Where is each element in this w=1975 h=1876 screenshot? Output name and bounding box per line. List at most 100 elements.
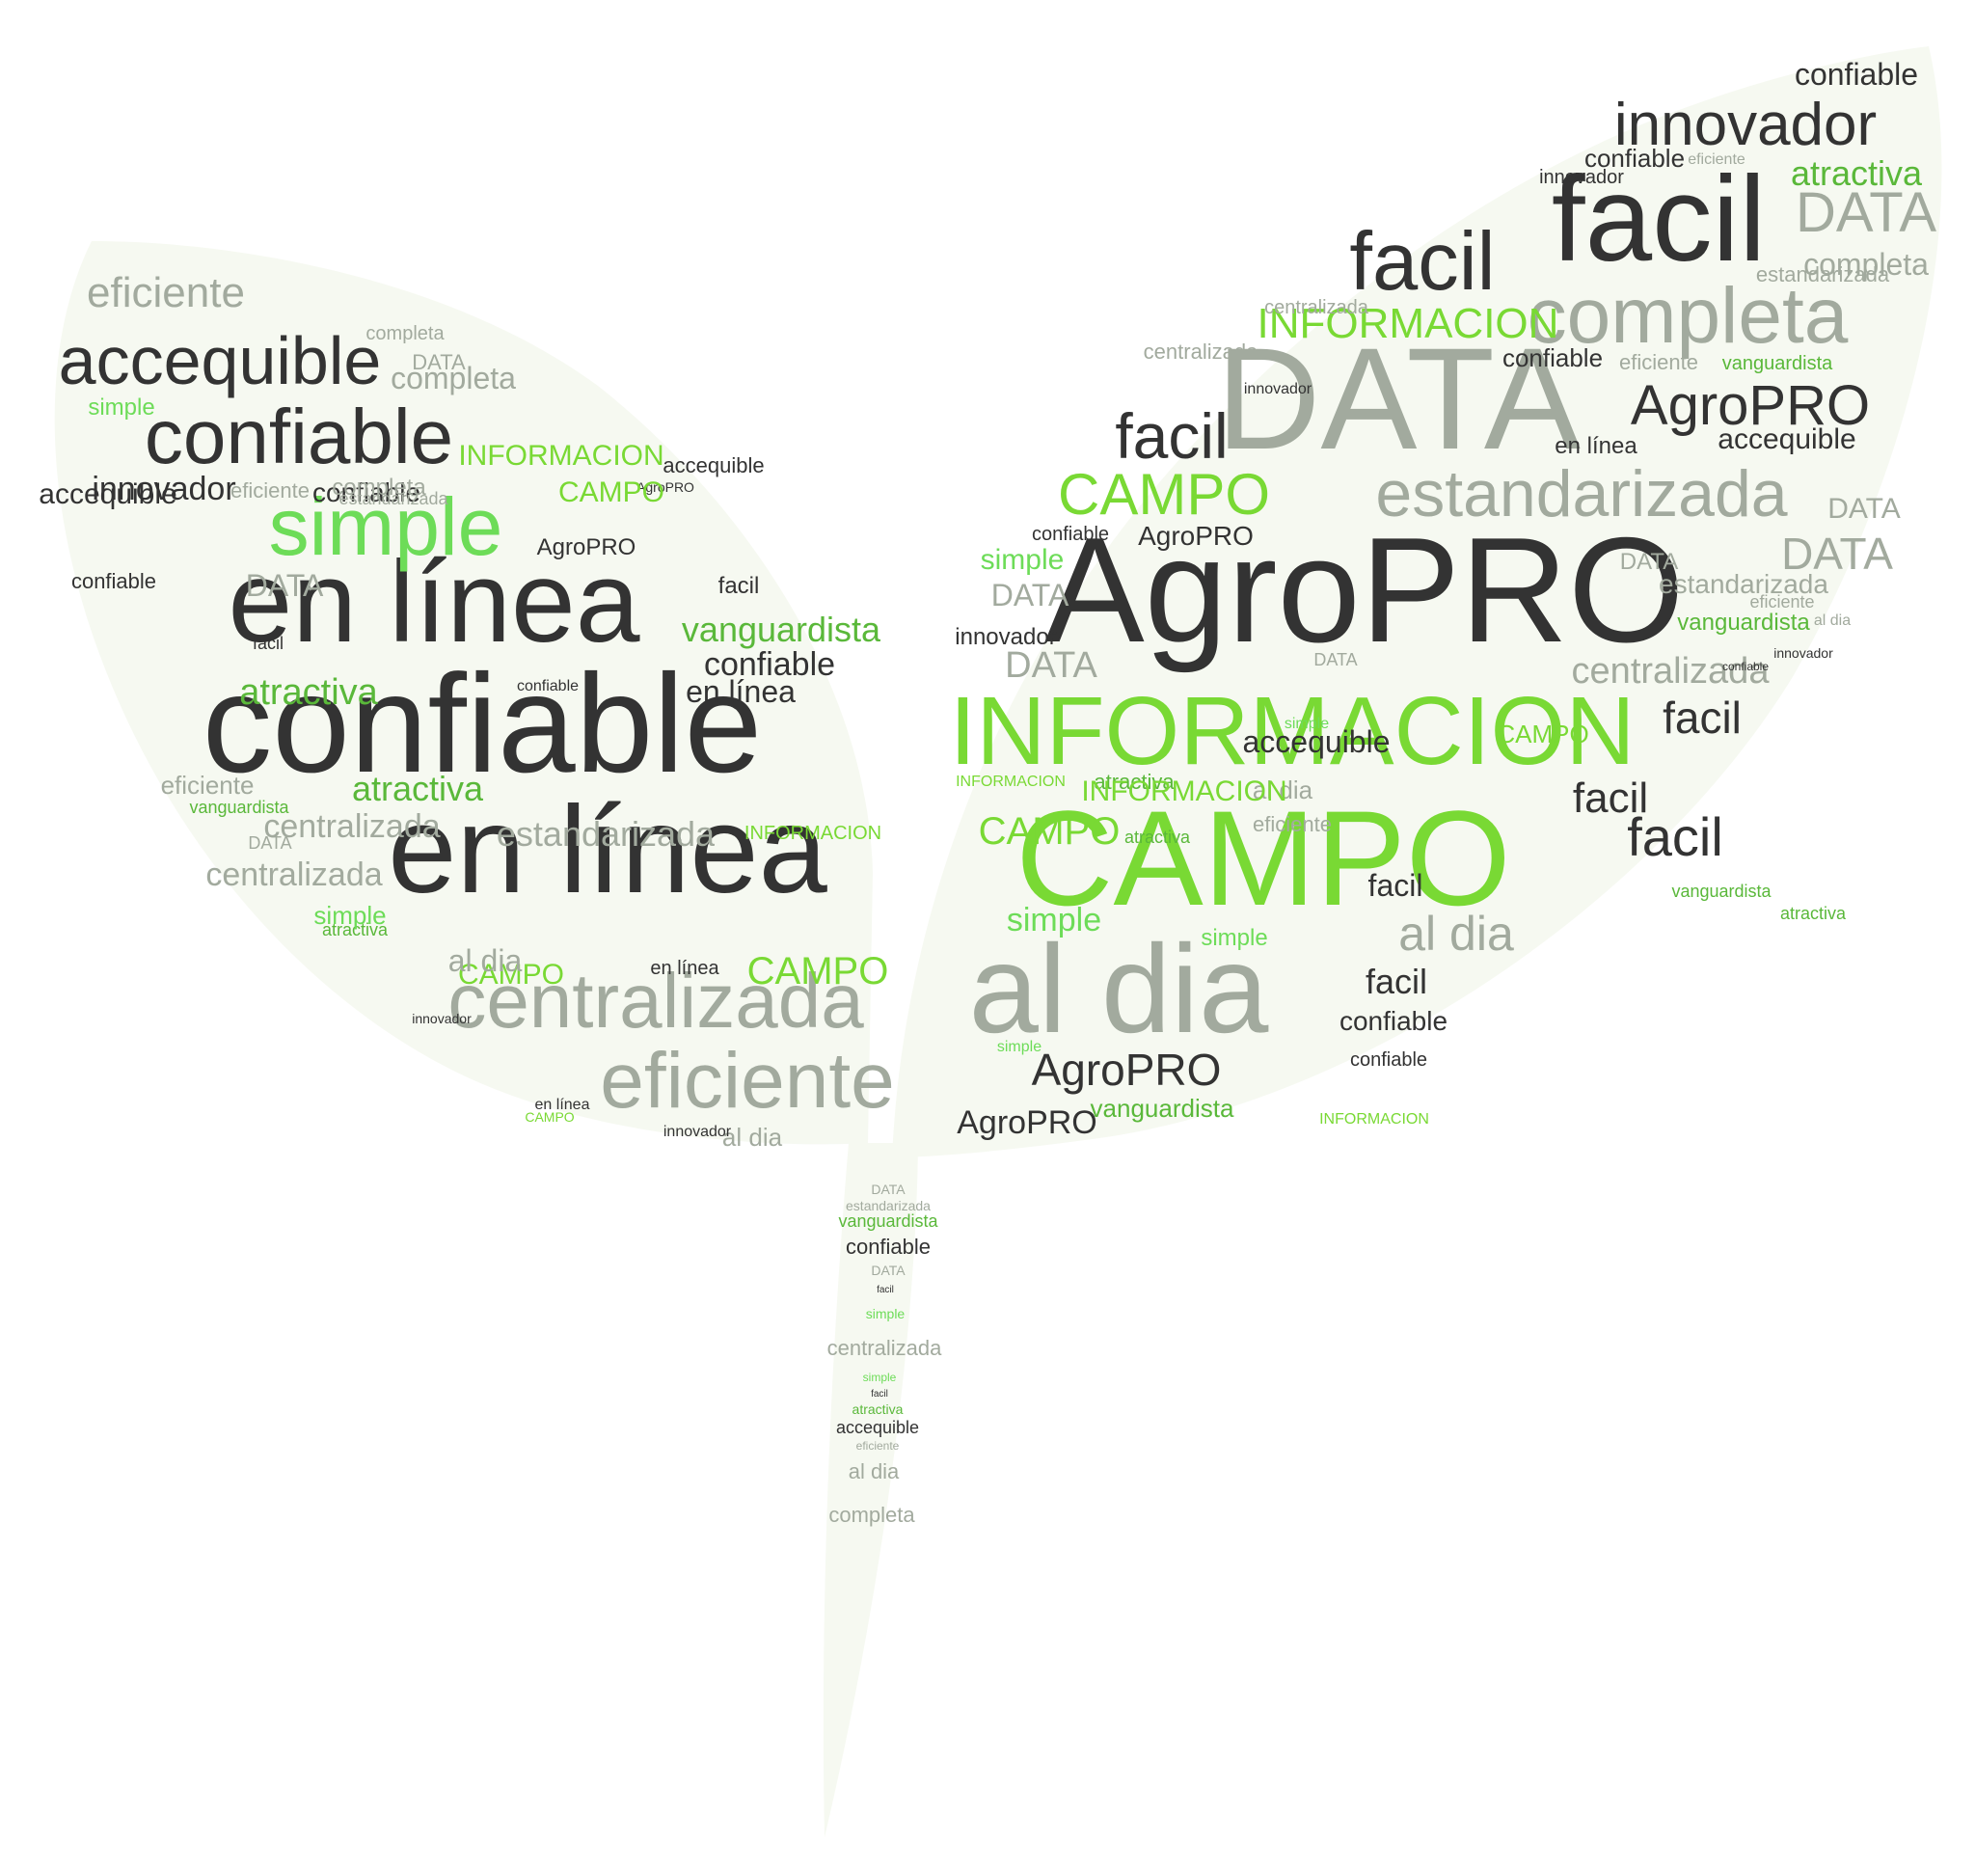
word-cloud-term: atractiva [322,920,389,939]
left-leaf [54,241,873,1145]
word-cloud-term: eficiente [1688,151,1745,168]
word-cloud-term: simple [997,1039,1042,1055]
word-cloud-term: facil [718,573,760,599]
word-cloud-term: CAMPO [458,959,564,991]
word-cloud-term: al dia [448,943,523,978]
word-cloud-term: eficiente [1253,812,1332,836]
word-cloud-term: CAMPO [1058,462,1270,527]
word-cloud-term: DATA [871,1182,906,1197]
word-cloud-term: CAMPO [525,1109,574,1125]
stem [823,1143,918,1837]
word-cloud-term: AgroPRO [636,479,694,495]
word-cloud-term: en línea [228,537,639,666]
word-cloud-term: confiable [1795,57,1918,92]
word-cloud-term: estandarizada [338,489,448,508]
word-cloud-term: simple [1201,925,1267,951]
word-cloud-term: eficiente [87,269,245,316]
word-cloud-term: AgroPRO [1044,506,1684,673]
word-cloud-term: facil [1368,868,1423,903]
word-cloud-term: simple [1007,902,1101,938]
seedling-sprout-icon [54,46,1942,1837]
word-cloud-term: atractiva [1780,904,1847,923]
word-cloud-term: DATA [246,568,324,603]
word-cloud-term: vanguardista [1671,882,1772,901]
word-cloud-term: confiable [145,394,453,479]
word-cloud-term: en línea [388,781,827,919]
word-cloud-term: AgroPRO [1032,1045,1222,1095]
word-cloud-term: simple [866,1306,906,1321]
word-cloud-term: accequible [663,453,764,477]
word-cloud-term: atractiva [352,769,484,808]
word-cloud-term: en línea [1555,433,1637,459]
word-cloud-term: completa [1528,272,1849,360]
word-cloud-term: centralizada [1144,340,1258,364]
word-cloud-term: al dia [969,918,1269,1059]
word-cloud-term: facil [253,634,284,653]
word-cloud-term: AgroPRO [957,1104,1097,1141]
word-cloud-term: facil [877,1285,894,1295]
word-cloud-term: completa [828,1503,915,1527]
word-cloud-term: innovador [955,624,1056,650]
word-cloud-term: facil [1627,806,1723,867]
word-cloud-term: AgroPRO [537,534,636,560]
word-cloud-term: innovador [663,1124,732,1140]
word-cloud-term: centralizada [263,808,440,845]
word-cloud-term: INFORMACION [744,823,881,844]
word-cloud-term: DATA [1781,529,1893,579]
word-cloud-term: INFORMACION [949,677,1635,785]
word-cloud-term: estandarizada [1659,569,1828,599]
word-cloud-term: DATA [248,833,291,853]
word-cloud-term: accequible [59,323,382,398]
word-cloud-term: CAMPO [979,810,1121,853]
word-cloud-term: vanguardista [682,610,881,649]
word-cloud-term: atractiva [852,1401,904,1417]
word-cloud-term: accequible [1243,724,1391,759]
word-cloud-term: centralizada [447,958,864,1044]
word-cloud-term: innovador [1539,167,1624,188]
word-cloud-term: en línea [686,674,796,709]
word-cloud-term: DATA [1620,549,1678,575]
word-cloud-term: confiable [1350,1049,1427,1071]
word-cloud-term: CAMPO [1497,720,1588,748]
word-cloud-term: innovador [92,471,235,507]
word-cloud-term: vanguardista [1677,610,1810,636]
word-cloud-term: facil [1349,216,1495,308]
word-cloud-term: accequible [1718,423,1855,455]
word-cloud-term: INFORMACION [1081,775,1286,807]
word-cloud-term: DATA [1827,493,1901,525]
word-cloud-term: atractiva [239,672,378,713]
word-cloud-term: confiable [312,477,420,507]
word-cloud-term: atractiva [1791,153,1923,193]
word-cloud-term: vanguardista [1722,353,1833,374]
word-cloud-term: confiable [846,1235,931,1259]
word-cloud-term: al dia [1253,775,1313,804]
word-cloud-term: simple [313,901,386,930]
word-cloud-term: completa [1803,247,1929,282]
word-cloud-term: DATA [1313,650,1357,669]
word-cloud-term: centralizada [827,1336,942,1360]
word-cloud-term: innovador [1614,92,1877,158]
word-cloud-term: confiable [203,645,762,802]
word-cloud-term: CAMPO [1015,782,1510,934]
word-cloud-term: confiable [1339,1006,1447,1036]
word-cloud-term: completa [332,475,426,501]
word-cloud-term: confiable [1722,660,1769,673]
word-cloud-term: al dia [1398,907,1514,961]
word-cloud-term: CAMPO [747,950,889,992]
word-cloud-term: eficiente [230,478,310,503]
word-cloud-term: centralizada [205,856,382,893]
word-cloud-term: simple [269,481,503,572]
word-cloud-term: confiable [704,646,835,683]
word-cloud-term: eficiente [1619,350,1698,374]
word-cloud-term: INFORMACION [1319,1111,1429,1128]
word-cloud-term: confiable [1502,343,1603,372]
word-cloud-term: eficiente [856,1439,900,1453]
word-cloud-term: facil [1115,400,1228,472]
word-cloud-term: DATA [1216,317,1581,479]
word-cloud-term: atractiva [1094,770,1175,794]
word-cloud-term: al dia [849,1459,900,1483]
word-cloud-term: innovador [1773,645,1833,661]
word-cloud-term: eficiente [161,771,255,800]
